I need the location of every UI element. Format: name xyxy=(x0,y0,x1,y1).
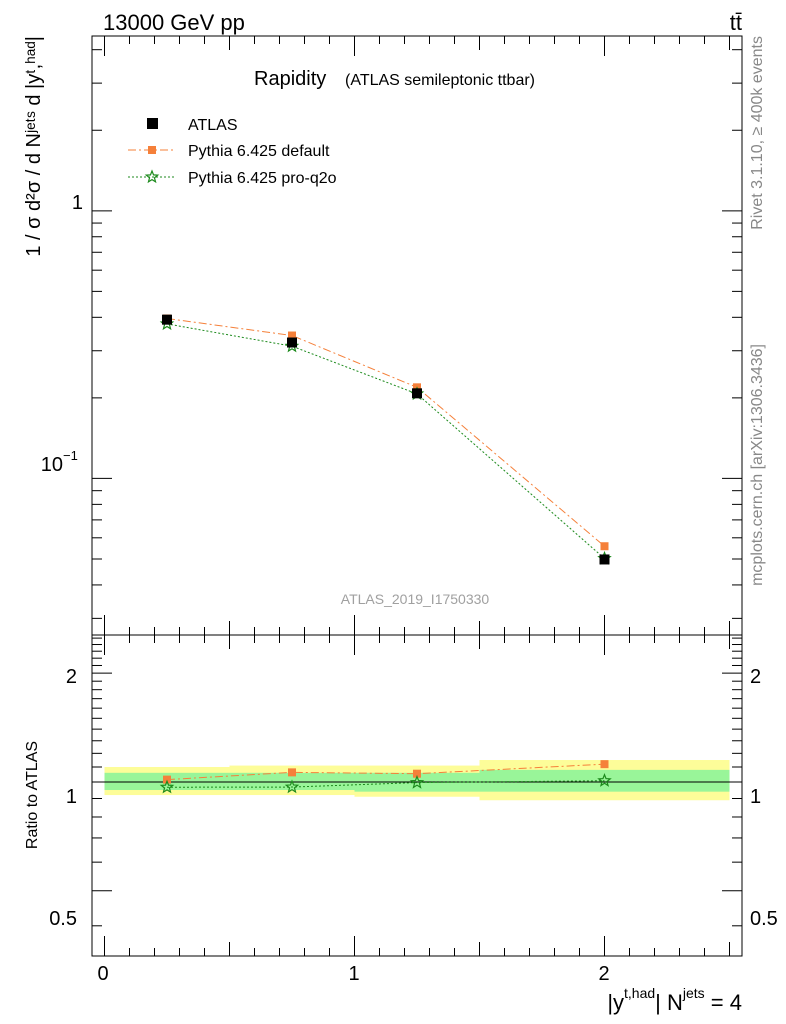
watermark-label: ATLAS_2019_I1750330 xyxy=(341,591,490,607)
ratio-y-axis-label: Ratio to ATLAS xyxy=(24,741,41,849)
main-ytick-0p1-base: 10 xyxy=(41,454,63,476)
data-point-atlas xyxy=(162,314,172,325)
data-point-pythia-6-425-default xyxy=(600,542,609,551)
legend-marker-atlas xyxy=(147,118,158,129)
ratio-point-pythia-6-425-pro-q2o xyxy=(159,779,175,794)
x-axis-label-end: = 4 xyxy=(705,990,742,1015)
data-point-atlas xyxy=(599,554,610,565)
ratio-y-ticks xyxy=(92,637,742,927)
main-y-axis-label: 1 / σ d²σ / d Nʲᵉᵗˢ d |yᵗ,ʰᵃᵈ| xyxy=(23,36,45,257)
main-x-ticks xyxy=(104,36,730,635)
ratio-ytick-left-0p5: 0.5 xyxy=(49,908,77,930)
ratio-point-pythia-6-425-default xyxy=(600,760,609,769)
ratio-x-ticks xyxy=(104,635,730,956)
legend-label-pro-q2o: Pythia 6.425 pro-q2o xyxy=(188,170,337,187)
ratio-point-pythia-6-425-pro-q2o xyxy=(409,774,425,789)
data-point-atlas xyxy=(412,388,422,399)
ratio-line-pythia-6-425-default xyxy=(166,763,605,781)
series-line-pythia-6-425-pro-q2o xyxy=(166,323,605,559)
plot-title: Rapidity xyxy=(254,68,326,90)
main-series-layer xyxy=(159,314,612,565)
ratio-ytick-right-1: 1 xyxy=(750,786,761,808)
main-panel: Rapidity (ATLAS semileptonic ttbar) 1 10… xyxy=(23,35,743,636)
xtick-label-1: 1 xyxy=(348,963,359,985)
legend-label-default: Pythia 6.425 default xyxy=(188,143,330,160)
legend: ATLAS Pythia 6.425 default Pythia 6.425 … xyxy=(128,117,337,187)
energy-label: 13000 GeV pp xyxy=(103,10,245,35)
data-point-atlas xyxy=(287,337,297,348)
main-y-ticks xyxy=(92,49,742,619)
xtick-label-2: 2 xyxy=(598,963,609,985)
ratio-ytick-right-0p5: 0.5 xyxy=(750,908,778,930)
ratio-ytick-left-2: 2 xyxy=(66,666,77,688)
mcplots-label: mcplots.cern.ch [arXiv:1306.3436] xyxy=(749,344,766,586)
ratio-point-pythia-6-425-pro-q2o xyxy=(597,773,612,787)
main-ytick-label-0p1: 10 xyxy=(41,454,63,476)
ratio-bands-layer xyxy=(104,760,730,801)
x-axis-label-sup2: jets xyxy=(682,985,705,1001)
ratio-point-pythia-6-425-default xyxy=(288,768,296,777)
data-point-pythia-6-425-default xyxy=(288,331,296,340)
ratio-plot-frame xyxy=(91,634,743,957)
legend-label-atlas: ATLAS xyxy=(188,117,238,134)
ratio-series-layer xyxy=(159,760,612,794)
ratio-ytick-left-1: 1 xyxy=(66,786,77,808)
x-axis-label-sup1: t,had xyxy=(624,985,655,1001)
x-axis-label-main: |y xyxy=(607,990,624,1015)
main-ytick-label-1: 1 xyxy=(72,192,83,214)
xtick-label-0: 0 xyxy=(97,963,108,985)
ratio-ytick-right-2: 2 xyxy=(750,666,761,688)
ratio-point-pythia-6-425-default xyxy=(413,769,421,778)
ratio-point-pythia-6-425-pro-q2o xyxy=(284,779,300,794)
series-line-pythia-6-425-default xyxy=(166,317,605,547)
process-label: tt̄ xyxy=(730,10,742,35)
ratio-panel: 2 1 0.5 2 1 0.5 Ratio to ATLAS 0 1 2 |yt… xyxy=(24,634,778,1015)
rivet-label: Rivet 3.1.10, ≥ 400k events xyxy=(749,36,766,230)
main-ytick-0p1-exp: −1 xyxy=(63,448,78,463)
legend-marker-pro-q2o xyxy=(144,169,160,184)
plot-subtitle: (ATLAS semileptonic ttbar) xyxy=(345,72,535,89)
legend-marker-default xyxy=(148,146,156,154)
x-axis-label-mid: | N xyxy=(655,990,683,1015)
x-axis-label: |yt,had| Njets = 4 xyxy=(607,985,742,1015)
